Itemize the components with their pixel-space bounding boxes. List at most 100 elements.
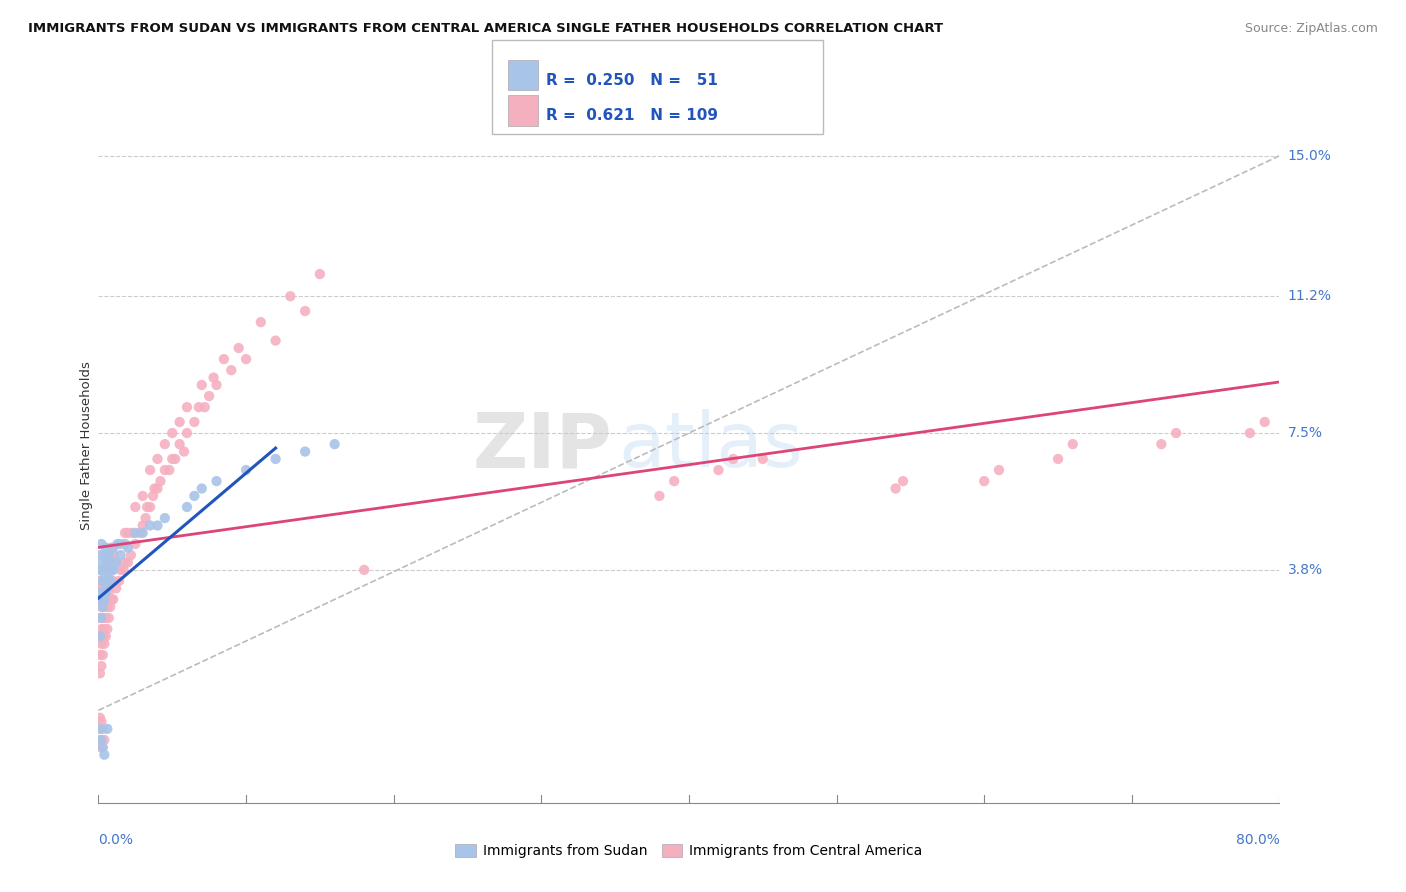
Point — [89, 592, 111, 607]
Point — [146, 482, 169, 496]
Point — [98, 577, 121, 591]
Point — [987, 463, 1010, 477]
Point — [94, 541, 117, 555]
Point — [93, 548, 115, 562]
Point — [96, 577, 118, 591]
Point — [648, 489, 671, 503]
Point — [93, 599, 115, 614]
Point — [110, 548, 132, 562]
Point — [93, 622, 115, 636]
Point — [96, 556, 118, 570]
Point — [90, 714, 112, 729]
Text: 15.0%: 15.0% — [1288, 149, 1331, 162]
Text: 80.0%: 80.0% — [1236, 833, 1279, 847]
Point — [124, 537, 146, 551]
Point — [89, 666, 111, 681]
Point — [98, 574, 121, 588]
Point — [91, 648, 114, 662]
Point — [139, 518, 162, 533]
Point — [96, 599, 118, 614]
Point — [112, 563, 135, 577]
Point — [91, 611, 114, 625]
Point — [250, 315, 273, 329]
Point — [93, 570, 115, 584]
Point — [110, 563, 132, 577]
Point — [162, 425, 183, 440]
Point — [108, 574, 131, 588]
Text: R =  0.250   N =   51: R = 0.250 N = 51 — [546, 73, 717, 87]
Point — [169, 415, 191, 429]
Point — [90, 733, 112, 747]
Point — [136, 500, 159, 514]
Point — [202, 370, 225, 384]
Point — [264, 452, 287, 467]
Point — [90, 582, 112, 596]
Point — [1164, 425, 1187, 440]
Point — [90, 637, 112, 651]
Point — [90, 611, 112, 625]
Point — [191, 378, 214, 392]
Point — [664, 474, 686, 488]
Point — [94, 629, 117, 643]
Point — [153, 463, 176, 477]
Point — [89, 629, 111, 643]
Point — [117, 541, 139, 555]
Point — [235, 352, 257, 367]
Point — [194, 400, 217, 414]
Point — [91, 599, 114, 614]
Point — [97, 570, 120, 584]
Point — [96, 556, 118, 570]
Point — [94, 592, 117, 607]
Point — [90, 585, 112, 599]
Point — [90, 622, 112, 636]
Point — [93, 637, 115, 651]
Point — [143, 482, 166, 496]
Point — [89, 611, 111, 625]
Point — [93, 582, 115, 596]
Point — [294, 444, 316, 458]
Point — [94, 563, 117, 577]
Point — [98, 599, 121, 614]
Point — [117, 525, 139, 540]
Point — [120, 548, 142, 562]
Point — [353, 563, 375, 577]
Point — [142, 489, 165, 503]
Y-axis label: Single Father Households: Single Father Households — [80, 361, 93, 531]
Point — [884, 482, 907, 496]
Point — [103, 548, 125, 562]
Point — [97, 585, 120, 599]
Point — [89, 629, 111, 643]
Point — [89, 722, 111, 736]
Point — [114, 525, 136, 540]
Point — [1150, 437, 1173, 451]
Point — [96, 722, 118, 736]
Point — [107, 537, 129, 551]
Point — [132, 489, 155, 503]
Text: ZIP: ZIP — [472, 409, 612, 483]
Text: 7.5%: 7.5% — [1288, 426, 1323, 440]
Point — [91, 740, 114, 755]
Point — [128, 525, 150, 540]
Text: 11.2%: 11.2% — [1288, 289, 1331, 303]
Point — [100, 563, 122, 577]
Point — [173, 444, 195, 458]
Point — [117, 556, 139, 570]
Point — [707, 463, 730, 477]
Point — [110, 537, 132, 551]
Point — [97, 548, 120, 562]
Point — [89, 563, 111, 577]
Point — [100, 563, 122, 577]
Point — [91, 722, 114, 736]
Point — [91, 574, 114, 588]
Point — [96, 582, 118, 596]
Point — [90, 563, 112, 577]
Point — [309, 267, 332, 281]
Point — [146, 452, 169, 467]
Point — [98, 548, 121, 562]
Point — [135, 511, 157, 525]
Point — [1062, 437, 1084, 451]
Point — [183, 415, 205, 429]
Point — [124, 500, 146, 514]
Point — [114, 537, 136, 551]
Point — [94, 585, 117, 599]
